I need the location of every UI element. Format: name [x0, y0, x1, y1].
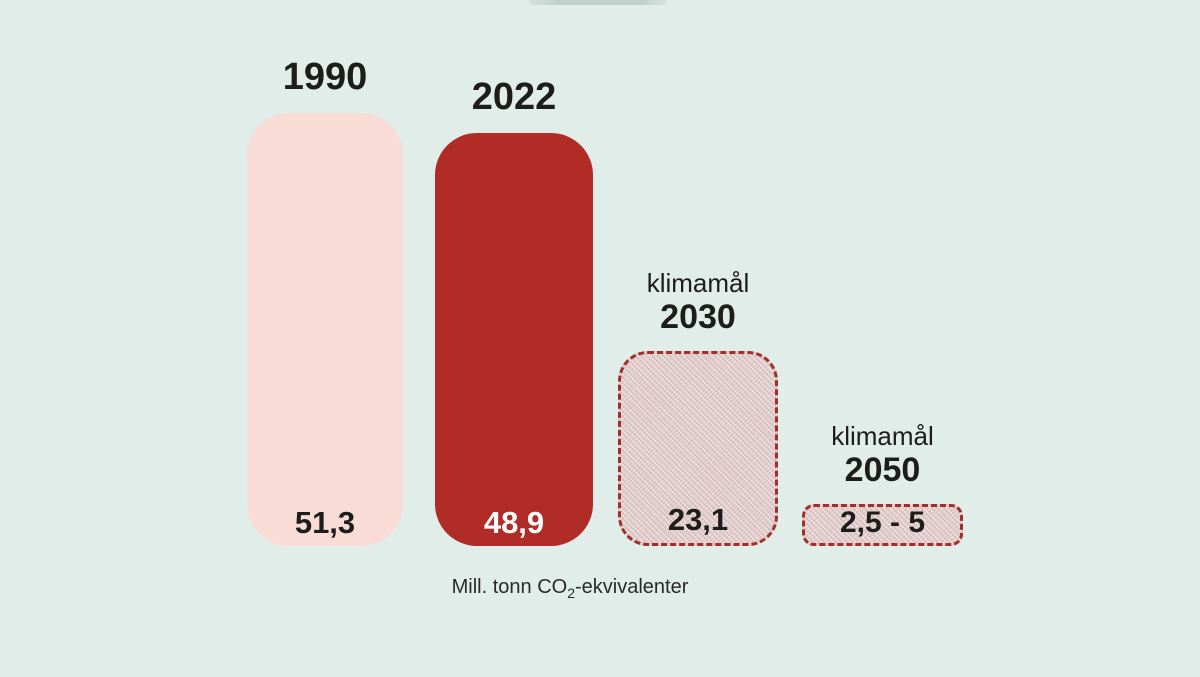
unit-caption: Mill. tonn CO2-ekvivalenter: [270, 576, 870, 601]
bar-value-2050: 2,5 - 5: [839, 506, 926, 539]
bar-label-1990: 1990: [282, 56, 368, 99]
unit-caption-pre: Mill. tonn CO: [451, 576, 568, 598]
bar-prefix-2030: klimamål: [646, 267, 750, 298]
bar-1990: 51,3: [247, 113, 403, 546]
bar-value-1990: 51,3: [294, 505, 356, 540]
bar-prefix-2050: klimamål: [831, 420, 934, 451]
bar-target-2050: 2,5 - 5: [802, 504, 963, 546]
unit-caption-sub: 2: [567, 585, 575, 601]
bar-2022: 48,9: [435, 133, 593, 546]
bar-group-2022: 2022 48,9: [435, 76, 593, 546]
bar-label-2030: 2030: [660, 298, 736, 337]
bar-value-2030: 23,1: [667, 502, 729, 537]
video-progress-bar[interactable]: [529, 0, 666, 5]
bar-target-2030: 23,1: [618, 351, 778, 546]
bar-group-1990: 1990 51,3: [247, 56, 403, 546]
bar-group-klimamaal-2050: klimamål 2050 2,5 - 5: [802, 422, 963, 546]
bar-value-2022: 48,9: [483, 505, 545, 540]
bar-group-klimamaal-2030: klimamål 2030 23,1: [618, 269, 778, 546]
unit-caption-post: -ekvivalenter: [575, 576, 689, 598]
bar-label-2022: 2022: [471, 76, 557, 119]
bar-label-2050: 2050: [844, 451, 921, 490]
